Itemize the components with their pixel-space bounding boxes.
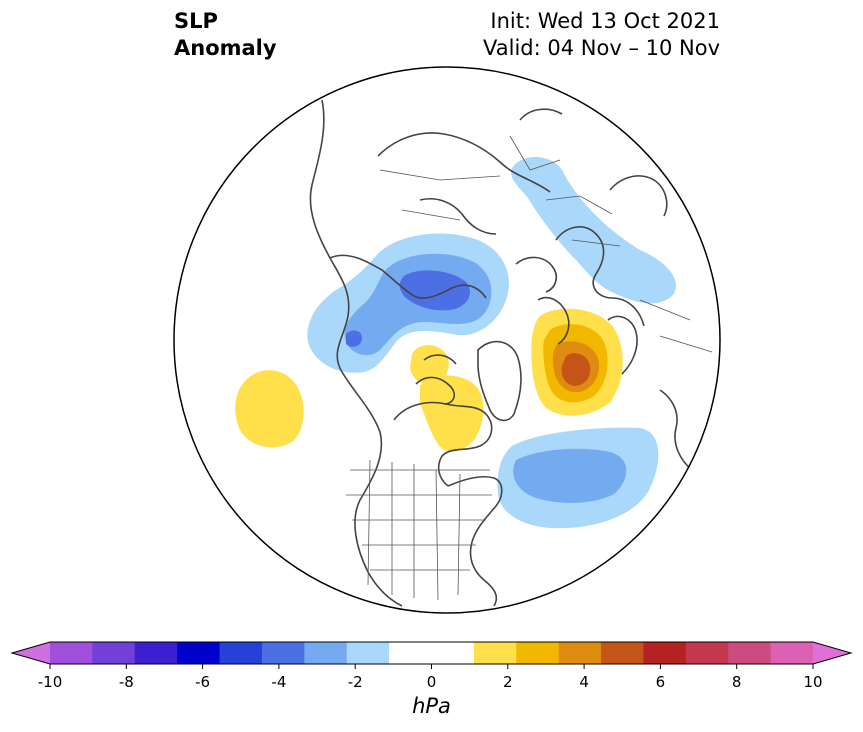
colorbar-bin bbox=[219, 642, 263, 664]
colorbar-bin bbox=[516, 642, 560, 664]
map-title: SLP Anomaly bbox=[174, 9, 277, 60]
negative-anomaly-siberia-4 bbox=[399, 270, 471, 311]
ocean-background bbox=[174, 67, 720, 613]
map-border bbox=[173, 66, 721, 614]
negative-anomaly-atlantic-2 bbox=[513, 448, 627, 503]
colorbar-bin bbox=[134, 642, 178, 664]
colorbar-bin bbox=[728, 642, 772, 664]
colorbar-bin bbox=[685, 642, 729, 664]
colorbar-bin bbox=[50, 642, 93, 664]
positive-anomaly-hudson bbox=[420, 375, 484, 452]
colorbar-tick-label: 2 bbox=[503, 673, 513, 690]
colorbar-bin bbox=[770, 642, 814, 664]
anomaly-contours bbox=[235, 156, 677, 529]
colorbar-tick-label: -10 bbox=[38, 673, 63, 690]
polar-map bbox=[173, 66, 721, 614]
colorbar-bin bbox=[601, 642, 644, 664]
negative-anomaly-siberia-3 bbox=[346, 330, 362, 347]
colorbar-tick-label: 10 bbox=[803, 673, 822, 690]
colorbar-bin bbox=[346, 642, 390, 664]
colorbar-bin bbox=[92, 642, 136, 664]
colorbar-tick-label: 8 bbox=[732, 673, 742, 690]
run-info: Init: Wed 13 Oct 2021 Valid: 04 Nov – 10… bbox=[483, 8, 720, 62]
colorbar-tick-label: 0 bbox=[427, 673, 437, 690]
init-date: Init: Wed 13 Oct 2021 bbox=[490, 9, 720, 33]
colorbar-units: hPa bbox=[412, 694, 451, 718]
positive-anomaly-east-siberia-4 bbox=[561, 353, 591, 386]
negative-anomaly-europe bbox=[511, 156, 677, 304]
colorbar-bin bbox=[177, 642, 221, 664]
colorbar-bin bbox=[558, 642, 602, 664]
colorbar-under-arrow bbox=[12, 642, 50, 664]
colorbar-bin bbox=[389, 642, 432, 664]
coastlines bbox=[309, 99, 693, 607]
colorbar-tick-label: 6 bbox=[656, 673, 666, 690]
colorbar-tick-label: -8 bbox=[119, 673, 134, 690]
colorbar-over-arrow bbox=[813, 642, 851, 664]
colorbar-bin bbox=[304, 642, 348, 664]
colorbar: -10 -8 -6 -4 -2 0 2 4 6 8 10 bbox=[10, 641, 853, 690]
positive-anomaly-pacific bbox=[235, 370, 304, 448]
colorbar-tick-label: 4 bbox=[579, 673, 589, 690]
colorbar-bin bbox=[473, 642, 517, 664]
colorbar-tick-label: -2 bbox=[348, 673, 363, 690]
colorbar-tick-label: -6 bbox=[195, 673, 210, 690]
colorbar-tick-label: -4 bbox=[271, 673, 286, 690]
colorbar-bin bbox=[431, 642, 475, 664]
borders bbox=[346, 135, 713, 601]
valid-period: Valid: 04 Nov – 10 Nov bbox=[483, 36, 720, 60]
colorbar-bin bbox=[261, 642, 305, 664]
colorbar-bin bbox=[643, 642, 687, 664]
